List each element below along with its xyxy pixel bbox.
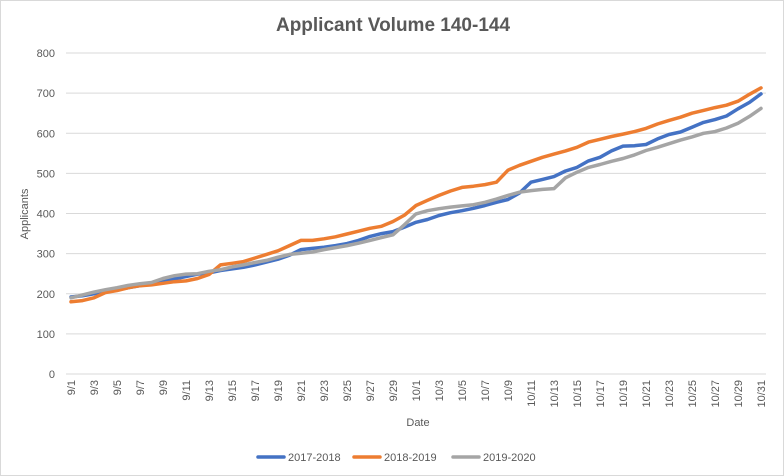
x-tick-label: 9/29 <box>388 380 400 401</box>
x-tick-label: 10/9 <box>503 380 515 401</box>
y-tick-label: 100 <box>37 329 55 341</box>
legend-label-2018-2019: 2018-2019 <box>384 452 437 464</box>
x-tick-label: 9/13 <box>204 380 216 401</box>
legend-label-2019-2020: 2019-2020 <box>483 452 536 464</box>
x-tick-label: 10/1 <box>411 380 423 401</box>
x-tick-label: 10/27 <box>710 380 722 408</box>
x-tick-label: 10/25 <box>687 380 699 408</box>
x-tick-label: 9/23 <box>319 380 331 401</box>
x-tick-label: 9/17 <box>250 380 262 401</box>
x-tick-label: 9/27 <box>365 380 377 401</box>
x-tick-label: 9/7 <box>135 380 147 395</box>
chart-title: Applicant Volume 140-144 <box>276 15 510 36</box>
x-axis-label: Date <box>406 417 429 429</box>
y-tick-label: 400 <box>37 209 55 221</box>
x-tick-label: 10/17 <box>595 380 607 408</box>
x-tick-label: 10/3 <box>434 380 446 401</box>
series-line-2018-2019 <box>69 86 763 304</box>
x-tick-label: 10/21 <box>641 380 653 408</box>
y-tick-label: 200 <box>37 289 55 301</box>
gridlines <box>66 52 766 335</box>
x-tick-label: 9/25 <box>342 380 354 401</box>
x-tick-label: 9/3 <box>89 380 101 395</box>
x-tick-label: 10/23 <box>664 380 676 408</box>
x-tick-label: 10/15 <box>572 380 584 408</box>
y-tick-label: 800 <box>37 48 55 60</box>
y-tick-label: 300 <box>37 249 55 261</box>
x-tick-label: 10/11 <box>526 380 538 407</box>
x-tick-label: 10/19 <box>618 380 630 408</box>
x-tick-label: 10/13 <box>549 380 561 408</box>
y-axis-ticks: 0 100 200 300 400 500 600 700 800 <box>37 48 55 381</box>
legend-label-2017-2018: 2017-2018 <box>288 452 341 464</box>
x-tick-label: 10/29 <box>733 380 745 408</box>
y-axis-label: Applicants <box>19 188 31 239</box>
series-line-2019-2020 <box>69 106 763 300</box>
x-tick-label: 9/1 <box>66 380 78 395</box>
x-tick-label: 9/15 <box>227 380 239 401</box>
x-tick-label: 10/31 <box>756 380 768 408</box>
x-axis-ticks: 9/1 9/3 9/5 9/7 9/9 9/11 9/13 9/15 9/17 9/19 9/21 9… <box>66 380 768 408</box>
x-tick-label: 9/5 <box>112 380 124 395</box>
x-tick-label: 9/19 <box>273 380 285 401</box>
series-lines <box>69 86 763 304</box>
x-tick-label: 10/7 <box>480 380 492 401</box>
series-line-2017-2018 <box>69 92 763 299</box>
y-tick-label: 700 <box>37 88 55 100</box>
x-tick-label: 9/11 <box>181 380 193 401</box>
y-tick-label: 500 <box>37 168 55 180</box>
y-tick-label: 600 <box>37 128 55 140</box>
y-tick-label: 0 <box>49 369 55 381</box>
x-tick-label: 10/5 <box>457 380 469 401</box>
x-tick-label: 9/9 <box>158 380 170 395</box>
legend: 2017-2018 2018-2019 2019-2020 <box>256 452 536 464</box>
x-tick-label: 9/21 <box>296 380 308 401</box>
